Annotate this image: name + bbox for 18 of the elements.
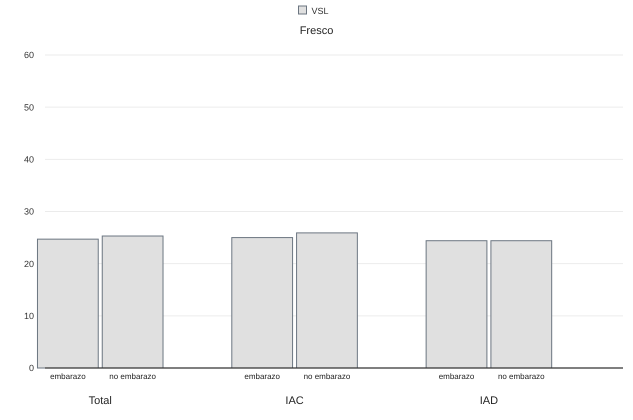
y-tick-label: 20 — [24, 258, 34, 269]
y-tick-label: 60 — [24, 50, 34, 60]
y-tick-label: 30 — [24, 206, 34, 217]
text: IAD — [480, 395, 498, 407]
x-tick-label: no embarazo — [109, 372, 157, 381]
y-tick-label: 0 — [28, 363, 34, 374]
x-tick-label: embarazo — [50, 372, 86, 381]
x-tick-label: embarazo — [438, 372, 475, 381]
x-tick-label: no embarazo — [498, 372, 546, 381]
y-tick-label: 40 — [24, 154, 34, 164]
y-tick-label: 10 — [24, 310, 34, 321]
text: Total — [88, 395, 112, 407]
legend-label: VSL — [312, 6, 329, 16]
chart-title: Fresco — [300, 25, 334, 37]
y-tick-label: 50 — [24, 102, 34, 112]
x-tick-label: embarazo — [244, 372, 281, 381]
text: IAC — [285, 395, 304, 407]
x-tick-label: no embarazo — [304, 372, 351, 381]
